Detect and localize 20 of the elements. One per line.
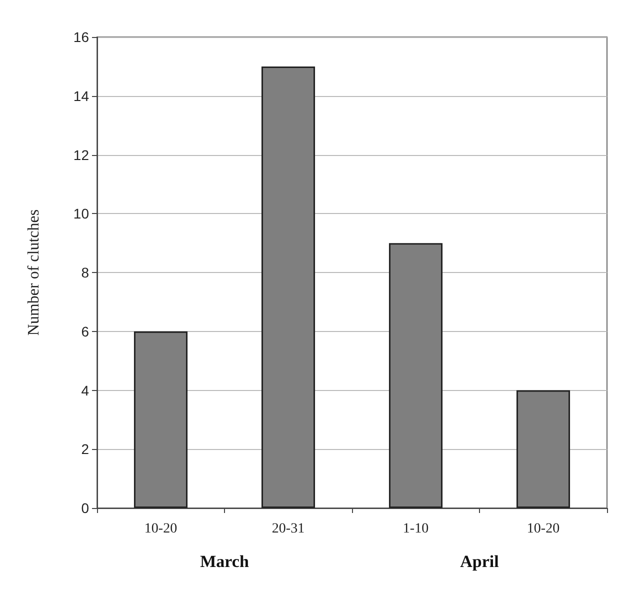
y-axis-title: Number of clutches — [26, 209, 42, 336]
bar — [516, 390, 570, 508]
y-tick-label: 6 — [81, 323, 90, 340]
y-tick-label: 16 — [73, 29, 90, 45]
y-tick-label: 2 — [81, 441, 90, 458]
bar — [388, 243, 443, 508]
y-tick-label: 14 — [73, 88, 90, 104]
bar — [134, 331, 188, 508]
x-tick-label: 10-20 — [526, 522, 560, 536]
x-tick-label: 10-20 — [144, 522, 178, 536]
y-tick-label: 0 — [81, 500, 90, 516]
x-tick-label: 20-31 — [272, 522, 305, 536]
bar — [261, 66, 316, 508]
text: April — [460, 552, 500, 571]
y-tick-label: 12 — [73, 146, 90, 163]
y-tick-label: 8 — [81, 264, 90, 280]
text: March — [200, 552, 250, 571]
x-tick-label: 1-10 — [402, 522, 429, 536]
y-tick-label: 10 — [73, 206, 90, 222]
y-tick-label: 4 — [81, 382, 90, 398]
